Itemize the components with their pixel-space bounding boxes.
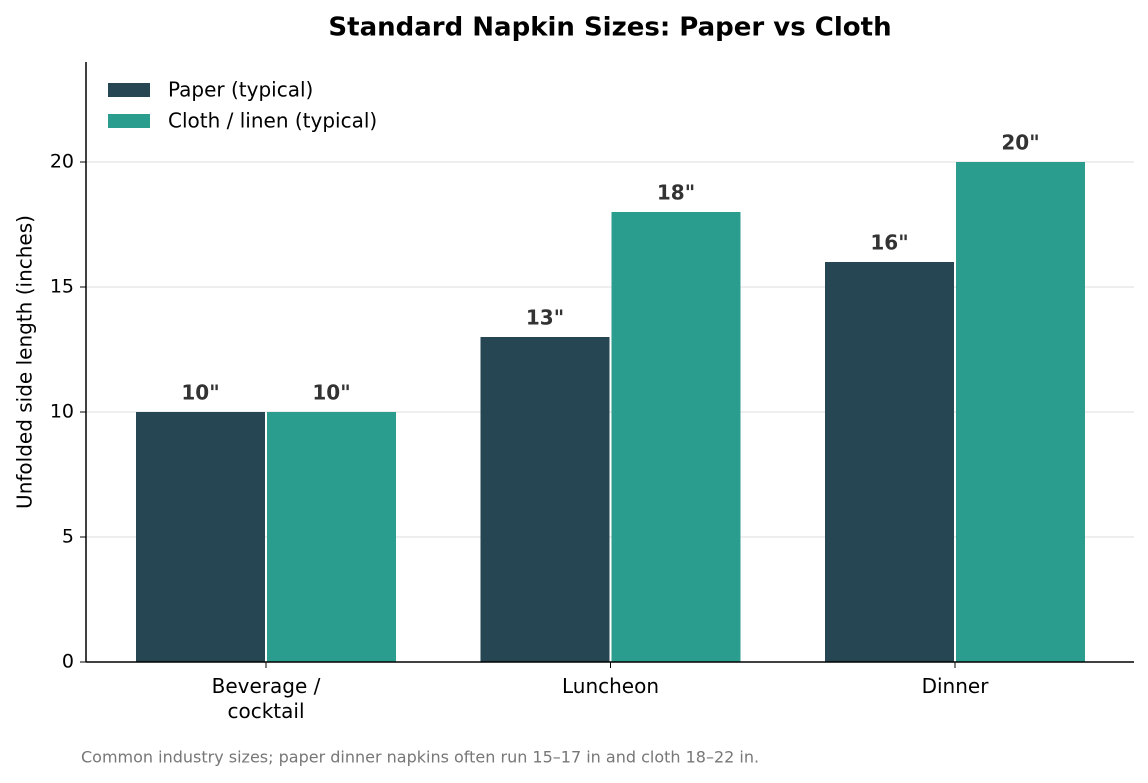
- footnote: Common industry sizes; paper dinner napk…: [81, 748, 759, 767]
- legend-swatch: [108, 114, 150, 128]
- value-label: 10": [312, 381, 350, 405]
- value-label: 10": [181, 381, 219, 405]
- value-label: 13": [526, 306, 564, 330]
- x-tick-label: Dinner: [921, 674, 989, 698]
- value-label: 18": [657, 181, 695, 205]
- bar: [267, 412, 396, 662]
- value-label: 16": [870, 231, 908, 255]
- legend-label: Paper (typical): [168, 78, 313, 102]
- bar: [480, 337, 610, 662]
- x-tick-label: Luncheon: [561, 674, 660, 698]
- bar: [136, 412, 265, 662]
- legend-swatch: [108, 83, 150, 97]
- x-tick-label: Beverage / cocktail: [211, 674, 321, 723]
- y-tick-label: 5: [62, 526, 74, 548]
- y-tick-label: 20: [50, 151, 74, 173]
- bar: [956, 162, 1085, 662]
- y-tick-label: 10: [50, 401, 74, 423]
- y-axis-label: Unfolded side length (inches): [13, 215, 37, 509]
- chart-title: Standard Napkin Sizes: Paper vs Cloth: [328, 13, 891, 43]
- bar: [825, 262, 954, 662]
- value-label: 20": [1001, 131, 1039, 155]
- y-tick-label: 15: [50, 276, 74, 298]
- bar: [611, 212, 741, 662]
- y-tick-label: 0: [62, 651, 74, 673]
- legend-label: Cloth / linen (typical): [168, 109, 377, 133]
